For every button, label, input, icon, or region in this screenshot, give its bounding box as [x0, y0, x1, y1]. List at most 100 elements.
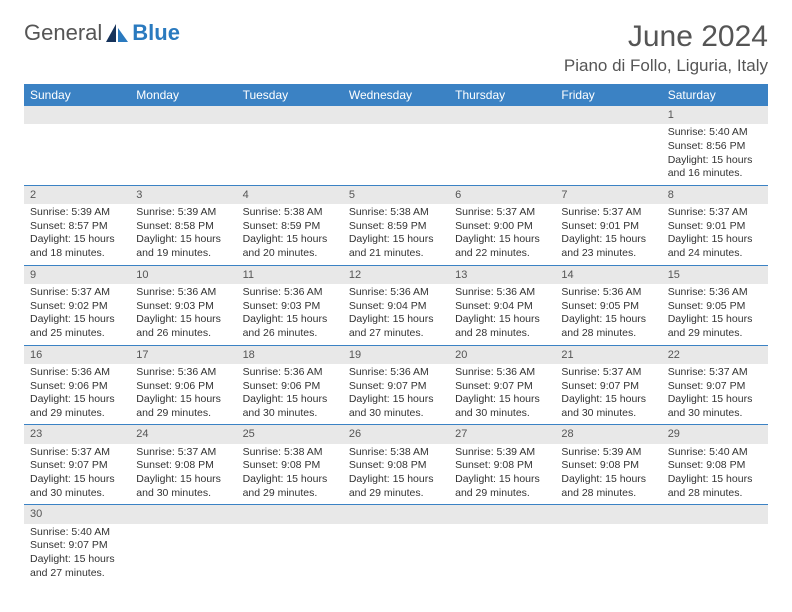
day-info-cell: Sunrise: 5:40 AMSunset: 9:08 PMDaylight:… — [662, 444, 768, 505]
day-info-cell — [449, 124, 555, 185]
daylight-text: Daylight: 15 hours — [30, 553, 124, 567]
weekday-header-row: Sunday Monday Tuesday Wednesday Thursday… — [24, 84, 768, 106]
sunrise-text: Sunrise: 5:36 AM — [349, 366, 443, 380]
daylight-text: and 29 minutes. — [243, 487, 337, 501]
day-info-cell: Sunrise: 5:39 AMSunset: 8:57 PMDaylight:… — [24, 204, 130, 265]
day-number-cell — [555, 106, 661, 124]
sunset-text: Sunset: 9:07 PM — [30, 459, 124, 473]
day-number-cell — [449, 505, 555, 524]
daylight-text: and 20 minutes. — [243, 247, 337, 261]
day-number: 16 — [30, 349, 42, 361]
daylight-text: Daylight: 15 hours — [30, 313, 124, 327]
daylight-text: Daylight: 15 hours — [30, 233, 124, 247]
day-info-cell: Sunrise: 5:36 AMSunset: 9:05 PMDaylight:… — [555, 284, 661, 345]
daylight-text: Daylight: 15 hours — [30, 473, 124, 487]
weekday-header: Wednesday — [343, 84, 449, 106]
daylight-text: Daylight: 15 hours — [561, 393, 655, 407]
day-number: 29 — [668, 428, 680, 440]
sunrise-text: Sunrise: 5:36 AM — [349, 286, 443, 300]
sunrise-text: Sunrise: 5:36 AM — [136, 286, 230, 300]
daylight-text: and 27 minutes. — [30, 567, 124, 581]
sunset-text: Sunset: 9:00 PM — [455, 220, 549, 234]
day-info-cell: Sunrise: 5:40 AMSunset: 8:56 PMDaylight:… — [662, 124, 768, 185]
day-number-cell: 6 — [449, 185, 555, 204]
daylight-text: and 30 minutes. — [455, 407, 549, 421]
sunrise-text: Sunrise: 5:37 AM — [668, 366, 762, 380]
day-number-cell: 11 — [237, 265, 343, 284]
daylight-text: and 27 minutes. — [349, 327, 443, 341]
sunset-text: Sunset: 9:08 PM — [243, 459, 337, 473]
daylight-text: Daylight: 15 hours — [455, 393, 549, 407]
sunrise-text: Sunrise: 5:37 AM — [561, 206, 655, 220]
daylight-text: and 29 minutes. — [668, 327, 762, 341]
day-number: 7 — [561, 189, 567, 201]
day-number-cell: 1 — [662, 106, 768, 124]
day-number: 19 — [349, 349, 361, 361]
daylight-text: and 28 minutes. — [561, 487, 655, 501]
sunrise-text: Sunrise: 5:37 AM — [30, 446, 124, 460]
day-info-cell: Sunrise: 5:38 AMSunset: 8:59 PMDaylight:… — [237, 204, 343, 265]
sunrise-text: Sunrise: 5:38 AM — [349, 446, 443, 460]
daylight-text: and 28 minutes. — [455, 327, 549, 341]
daylight-text: Daylight: 15 hours — [243, 393, 337, 407]
daylight-text: Daylight: 15 hours — [668, 473, 762, 487]
day-number-cell: 24 — [130, 425, 236, 444]
day-info-cell: Sunrise: 5:37 AMSunset: 9:07 PMDaylight:… — [662, 364, 768, 425]
sunset-text: Sunset: 9:07 PM — [668, 380, 762, 394]
day-info-cell: Sunrise: 5:37 AMSunset: 9:01 PMDaylight:… — [555, 204, 661, 265]
day-number: 20 — [455, 349, 467, 361]
day-number-cell — [449, 106, 555, 124]
title-block: June 2024 Piano di Follo, Liguria, Italy — [564, 20, 768, 76]
sunset-text: Sunset: 9:03 PM — [243, 300, 337, 314]
sunset-text: Sunset: 9:07 PM — [561, 380, 655, 394]
daylight-text: and 16 minutes. — [668, 167, 762, 181]
sunset-text: Sunset: 9:08 PM — [349, 459, 443, 473]
daylight-text: and 30 minutes. — [349, 407, 443, 421]
weekday-header: Tuesday — [237, 84, 343, 106]
day-number-cell: 22 — [662, 345, 768, 364]
daylight-text: Daylight: 15 hours — [243, 473, 337, 487]
weekday-header: Monday — [130, 84, 236, 106]
daylight-text: and 29 minutes. — [30, 407, 124, 421]
day-number-cell — [130, 505, 236, 524]
daylight-text: and 30 minutes. — [243, 407, 337, 421]
sunrise-text: Sunrise: 5:36 AM — [455, 286, 549, 300]
sunset-text: Sunset: 9:02 PM — [30, 300, 124, 314]
daylight-text: Daylight: 15 hours — [668, 154, 762, 168]
day-number-row: 16171819202122 — [24, 345, 768, 364]
day-info-cell — [449, 524, 555, 585]
day-number-row: 9101112131415 — [24, 265, 768, 284]
daylight-text: and 30 minutes. — [561, 407, 655, 421]
day-info-cell — [237, 124, 343, 185]
sunrise-text: Sunrise: 5:36 AM — [243, 366, 337, 380]
sunset-text: Sunset: 9:04 PM — [455, 300, 549, 314]
daylight-text: and 21 minutes. — [349, 247, 443, 261]
day-info-cell: Sunrise: 5:39 AMSunset: 9:08 PMDaylight:… — [449, 444, 555, 505]
daylight-text: and 30 minutes. — [30, 487, 124, 501]
page-header: General Blue June 2024 Piano di Follo, L… — [24, 20, 768, 76]
daylight-text: and 22 minutes. — [455, 247, 549, 261]
day-info-row: Sunrise: 5:40 AMSunset: 9:07 PMDaylight:… — [24, 524, 768, 585]
day-info-cell: Sunrise: 5:40 AMSunset: 9:07 PMDaylight:… — [24, 524, 130, 585]
day-number-cell: 21 — [555, 345, 661, 364]
day-number: 2 — [30, 189, 36, 201]
day-number-cell: 19 — [343, 345, 449, 364]
daylight-text: Daylight: 15 hours — [455, 233, 549, 247]
daylight-text: Daylight: 15 hours — [455, 313, 549, 327]
daylight-text: Daylight: 15 hours — [455, 473, 549, 487]
day-info-cell: Sunrise: 5:37 AMSunset: 9:02 PMDaylight:… — [24, 284, 130, 345]
day-number: 18 — [243, 349, 255, 361]
sunrise-text: Sunrise: 5:38 AM — [243, 206, 337, 220]
daylight-text: Daylight: 15 hours — [30, 393, 124, 407]
daylight-text: and 28 minutes. — [668, 487, 762, 501]
daylight-text: Daylight: 15 hours — [136, 233, 230, 247]
sunrise-text: Sunrise: 5:36 AM — [455, 366, 549, 380]
day-number-cell: 28 — [555, 425, 661, 444]
day-info-cell: Sunrise: 5:36 AMSunset: 9:06 PMDaylight:… — [130, 364, 236, 425]
sunrise-text: Sunrise: 5:40 AM — [668, 126, 762, 140]
sunrise-text: Sunrise: 5:40 AM — [668, 446, 762, 460]
daylight-text: and 23 minutes. — [561, 247, 655, 261]
day-number: 10 — [136, 269, 148, 281]
sunrise-text: Sunrise: 5:38 AM — [349, 206, 443, 220]
day-number: 1 — [668, 109, 674, 121]
